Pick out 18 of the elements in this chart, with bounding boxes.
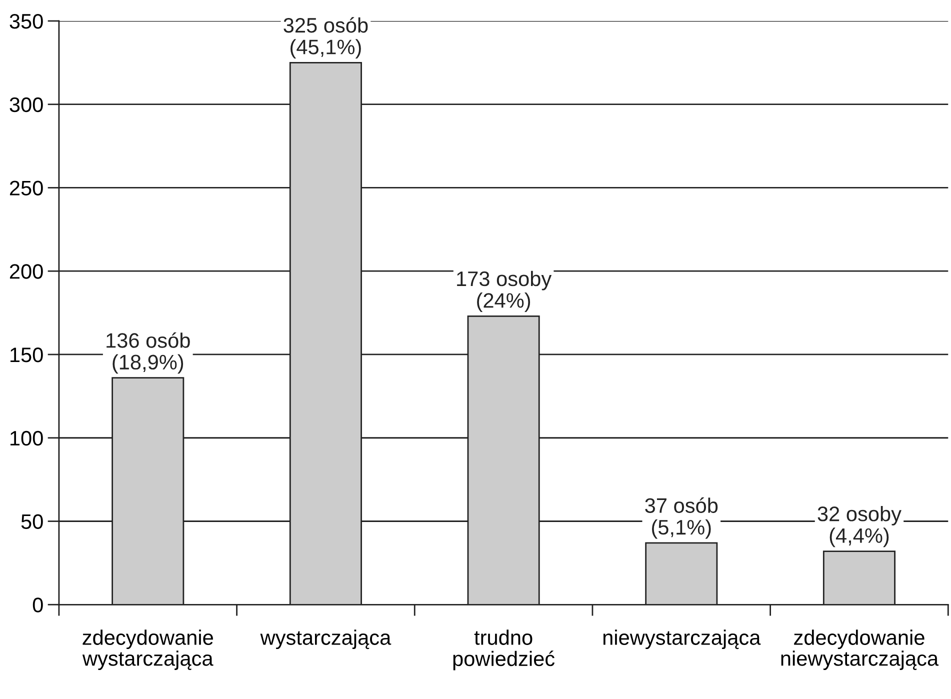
x-tick-label: trudno powiedzieć — [453, 630, 555, 670]
y-tick-label: 250 — [10, 180, 43, 196]
data-label: 173 osoby (24%) — [457, 270, 552, 312]
data-label: 325 osób (45,1%) — [284, 17, 368, 58]
y-tick-label: 300 — [10, 97, 43, 112]
y-tick-label: 0 — [32, 598, 43, 612]
y-tick-label: 50 — [21, 514, 43, 530]
y-tick-label: 100 — [10, 430, 43, 446]
x-tick-label: niewystarczająca — [603, 630, 761, 650]
x-tick-label: wystarczająca — [260, 630, 392, 650]
data-label: 32 osoby (4,4%) — [818, 506, 902, 548]
data-label: 37 osób (5,1%) — [645, 497, 718, 539]
data-label: 136 osób (18,9%) — [106, 332, 190, 374]
y-tick-label: 350 — [10, 14, 43, 29]
x-tick-label: zdecydowanie niewystarczająca — [781, 630, 939, 670]
y-tick-label: 150 — [10, 347, 43, 362]
y-tick-label: 200 — [10, 264, 43, 279]
x-tick-label: zdecydowanie wystarczająca — [82, 630, 214, 670]
